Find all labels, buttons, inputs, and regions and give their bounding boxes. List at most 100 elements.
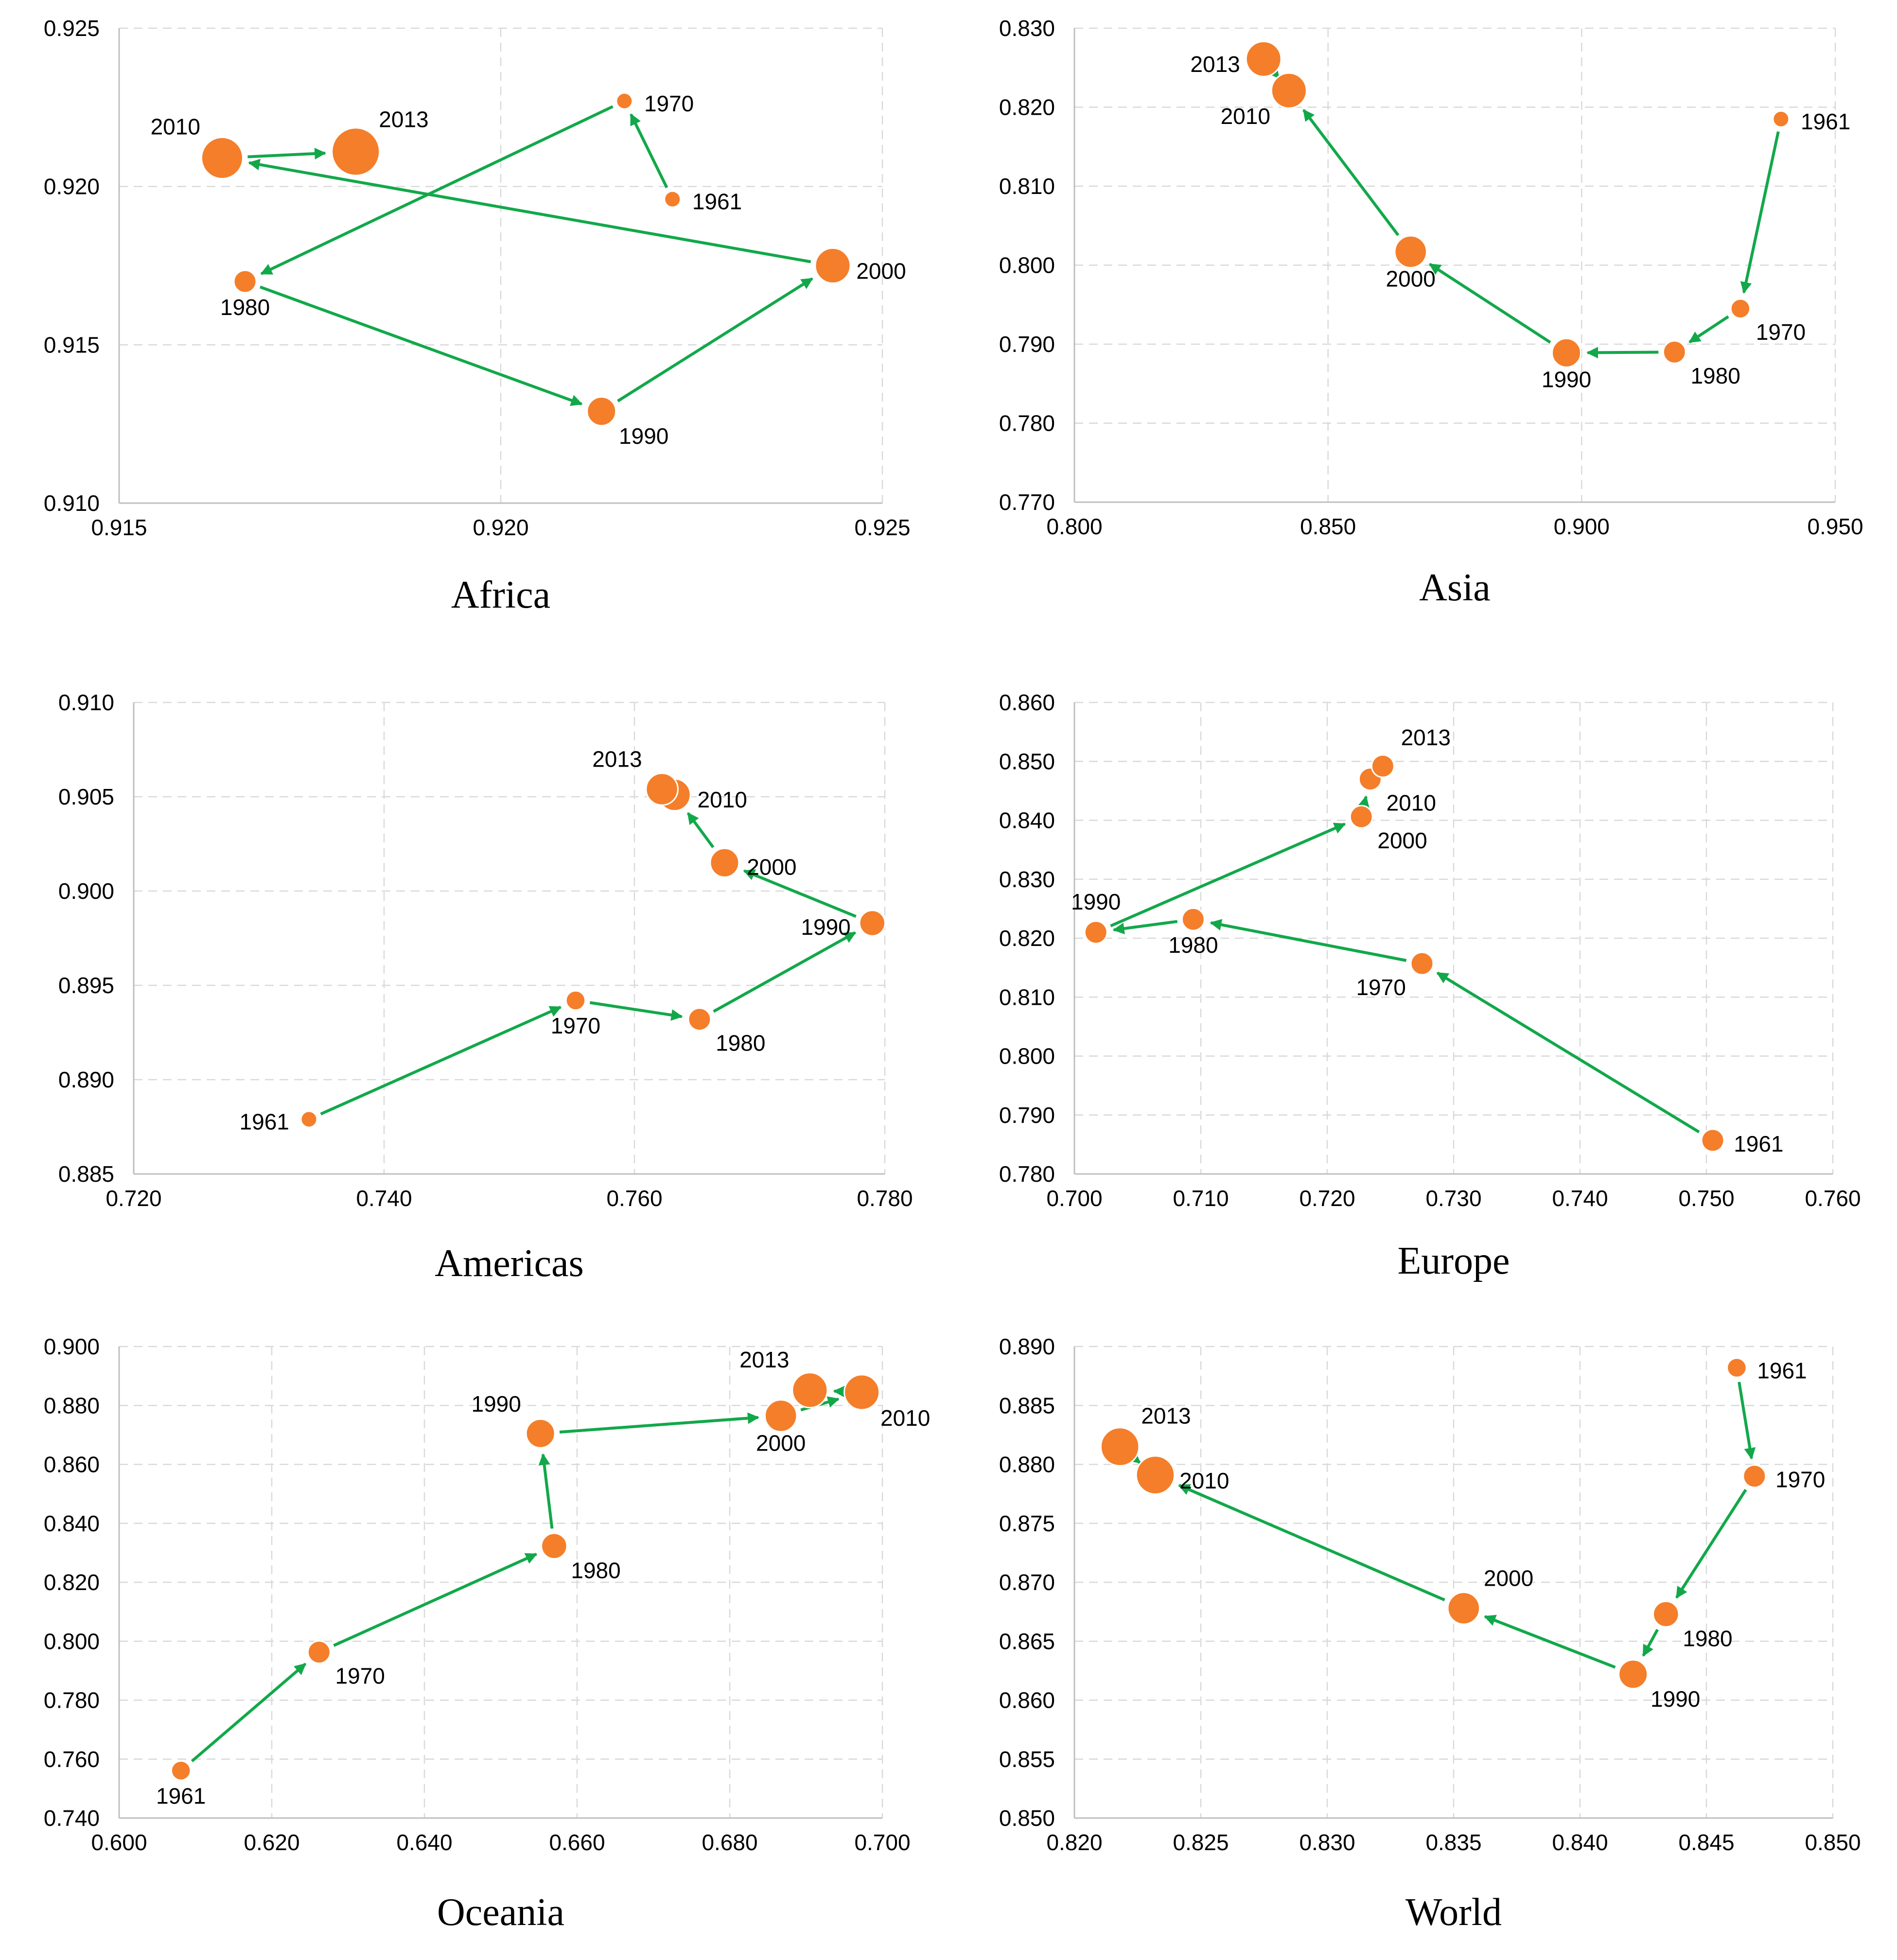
y-tick-label: 0.860 bbox=[999, 1688, 1055, 1713]
y-tick-label: 0.780 bbox=[999, 411, 1055, 436]
y-tick-label: 0.820 bbox=[999, 926, 1055, 951]
data-point-1990 bbox=[1618, 1659, 1649, 1690]
y-tick-label: 0.840 bbox=[44, 1511, 100, 1536]
panel-title-world: World bbox=[1405, 1891, 1502, 1934]
arrow-2000-to-2010 bbox=[248, 158, 811, 263]
point-label-1990: 1990 bbox=[1651, 1686, 1700, 1712]
point-label-1980: 1980 bbox=[1683, 1626, 1732, 1651]
x-tick-label: 0.640 bbox=[396, 1830, 452, 1855]
arrow-1990-to-2000 bbox=[1110, 822, 1346, 928]
y-tick-label: 0.830 bbox=[999, 16, 1055, 41]
data-point-1970 bbox=[1742, 1464, 1767, 1488]
arrow-2000-to-2010 bbox=[1302, 109, 1400, 236]
x-tick-label: 0.900 bbox=[1554, 514, 1610, 539]
data-point-1961 bbox=[1701, 1128, 1725, 1153]
y-tick-label: 0.820 bbox=[999, 95, 1055, 120]
arrow-1980-to-1990 bbox=[1112, 920, 1178, 935]
panel-africa: 0.915 0.920 0.9250.9100.9150.9200.92519611… bbox=[44, 16, 911, 616]
point-label-1980: 1980 bbox=[571, 1558, 620, 1583]
point-label-2000: 2000 bbox=[1386, 266, 1436, 292]
data-point-1990 bbox=[1084, 920, 1108, 945]
data-point-2010 bbox=[200, 137, 244, 180]
y-tick-label: 0.910 bbox=[44, 490, 100, 516]
point-label-1961: 1961 bbox=[240, 1109, 289, 1134]
y-tick-label: 0.885 bbox=[999, 1393, 1055, 1418]
x-tick-label: 0.660 bbox=[549, 1830, 605, 1855]
point-label-1990: 1990 bbox=[801, 914, 850, 940]
x-tick-label: 0.700 bbox=[1046, 1186, 1102, 1211]
y-tick-label: 0.830 bbox=[999, 867, 1055, 892]
y-tick-label: 0.865 bbox=[999, 1628, 1055, 1654]
x-tick-label: 0.780 bbox=[857, 1186, 913, 1211]
point-label-2000: 2000 bbox=[756, 1430, 806, 1455]
x-tick-label: 0.825 bbox=[1173, 1830, 1229, 1855]
data-point-2000 bbox=[1447, 1592, 1481, 1625]
data-point-1961 bbox=[170, 1760, 192, 1781]
point-label-1990: 1990 bbox=[1542, 367, 1591, 392]
point-label-1970: 1970 bbox=[644, 91, 694, 116]
panel-world: 0.820 0.825 0.830 0.835 0.840 0.845 0.850 0.850… bbox=[999, 1334, 1861, 1934]
y-tick-label: 0.740 bbox=[44, 1805, 100, 1831]
panel-title-africa: Africa bbox=[451, 574, 550, 616]
point-label-2013: 2013 bbox=[379, 106, 428, 132]
y-tick-label: 0.900 bbox=[44, 1334, 100, 1359]
arrow-1990-to-2000 bbox=[1484, 1614, 1616, 1669]
y-tick-label: 0.860 bbox=[44, 1452, 100, 1477]
point-label-2013: 2013 bbox=[739, 1347, 789, 1372]
x-tick-label: 0.950 bbox=[1807, 514, 1863, 539]
arrow-1961-to-1970 bbox=[1436, 971, 1700, 1134]
x-tick-label: 0.850 bbox=[1805, 1830, 1861, 1855]
data-point-1970 bbox=[615, 92, 633, 110]
data-point-1980 bbox=[233, 269, 257, 294]
arrow-1970-to-1980 bbox=[1675, 1488, 1747, 1599]
y-tick-label: 0.840 bbox=[999, 808, 1055, 833]
data-point-1970 bbox=[565, 990, 586, 1011]
point-label-2010: 2010 bbox=[1221, 104, 1270, 129]
point-label-1980: 1980 bbox=[716, 1031, 765, 1056]
data-point-1990 bbox=[1551, 337, 1582, 368]
arrow-1990-to-2000 bbox=[743, 869, 857, 918]
panel-title-asia: Asia bbox=[1419, 566, 1491, 609]
panel-asia: 0.800 0.850 0.900 0.950 0.770 0.780 0.790 0.800… bbox=[999, 16, 1863, 609]
point-label-2010: 2010 bbox=[1387, 790, 1436, 816]
point-label-1980: 1980 bbox=[1168, 932, 1218, 958]
y-tick-label: 0.770 bbox=[999, 490, 1055, 515]
panel-europe: 0.700 0.710 0.720 0.730 0.740 0.750 0.760 0.780… bbox=[999, 690, 1861, 1282]
point-label-1990: 1990 bbox=[1071, 889, 1121, 914]
x-tick-label: 0.915 bbox=[91, 515, 147, 540]
arrow-2000-to-2010 bbox=[1358, 795, 1370, 808]
y-tick-label: 0.855 bbox=[999, 1747, 1055, 1772]
x-tick-label: 0.760 bbox=[1805, 1186, 1861, 1211]
y-tick-label: 0.850 bbox=[999, 1805, 1055, 1831]
arrow-1961-to-1970 bbox=[630, 113, 668, 189]
data-point-2013 bbox=[645, 772, 679, 806]
panel-americas: 0.720 0.740 0.760 0.780 0.885 0.890 0.895 0.900… bbox=[58, 690, 913, 1285]
data-point-2013 bbox=[331, 127, 381, 176]
point-label-1970: 1970 bbox=[1356, 975, 1405, 1000]
point-label-1961: 1961 bbox=[1801, 109, 1850, 134]
data-point-1961 bbox=[1726, 1357, 1747, 1378]
data-point-2000 bbox=[1349, 805, 1373, 829]
x-tick-label: 0.720 bbox=[1299, 1186, 1355, 1211]
x-tick-label: 0.700 bbox=[854, 1830, 910, 1855]
x-tick-label: 0.840 bbox=[1552, 1830, 1608, 1855]
data-point-2000 bbox=[1394, 235, 1427, 269]
arrow-1970-to-1980 bbox=[333, 1553, 538, 1647]
y-tick-label: 0.895 bbox=[58, 973, 114, 998]
arrow-1970-to-1980 bbox=[1688, 315, 1729, 344]
data-point-1970 bbox=[1730, 298, 1751, 319]
y-tick-label: 0.880 bbox=[44, 1393, 100, 1418]
point-label-1961: 1961 bbox=[692, 189, 742, 214]
data-point-1980 bbox=[687, 1007, 712, 1032]
y-tick-label: 0.860 bbox=[999, 690, 1055, 715]
point-label-2010: 2010 bbox=[880, 1405, 930, 1431]
y-tick-label: 0.925 bbox=[44, 16, 100, 41]
y-tick-label: 0.900 bbox=[58, 878, 114, 904]
y-tick-label: 0.850 bbox=[999, 749, 1055, 774]
y-tick-label: 0.800 bbox=[44, 1628, 100, 1654]
y-tick-label: 0.890 bbox=[999, 1334, 1055, 1359]
arrow-1990-to-2000 bbox=[1428, 262, 1551, 344]
point-label-1961: 1961 bbox=[1757, 1358, 1807, 1383]
data-point-2013 bbox=[1370, 754, 1395, 778]
y-tick-label: 0.880 bbox=[999, 1452, 1055, 1477]
